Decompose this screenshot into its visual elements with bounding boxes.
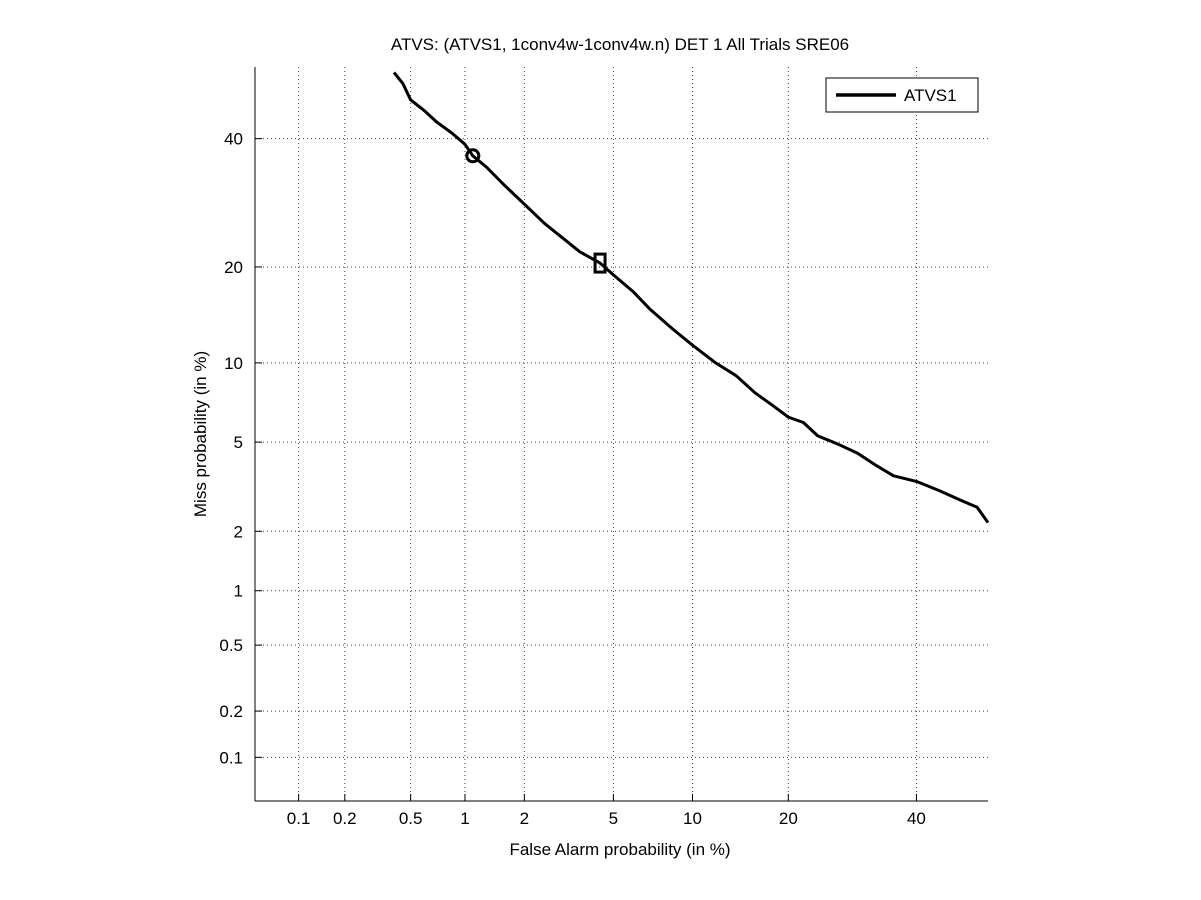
x-tick-label: 2 <box>520 809 529 828</box>
series-line-atvs1 <box>392 71 990 524</box>
x-axis-label: False Alarm probability (in %) <box>509 840 730 859</box>
x-tick-label: 40 <box>907 809 926 828</box>
legend: ATVS1 <box>825 77 979 113</box>
y-tick-label: 1 <box>234 582 243 601</box>
y-axis-label: Miss probability (in %) <box>191 351 210 517</box>
point-markers <box>465 148 607 274</box>
series-lines <box>392 71 990 524</box>
y-tick-label: 20 <box>224 258 243 277</box>
y-tick-label: 5 <box>234 433 243 452</box>
chart-title: ATVS: (ATVS1, 1conv4w-1conv4w.n) DET 1 A… <box>391 35 849 54</box>
y-tick-label: 0.2 <box>219 702 243 721</box>
x-tick-label: 0.1 <box>287 809 311 828</box>
x-tick-label: 0.5 <box>399 809 423 828</box>
y-tick-label: 0.5 <box>219 636 243 655</box>
x-tick-label: 0.2 <box>333 809 357 828</box>
y-tick-label: 0.1 <box>219 748 243 767</box>
y-tick-label: 40 <box>224 130 243 149</box>
square-marker <box>593 252 607 274</box>
axes <box>254 67 988 802</box>
y-tick-label: 10 <box>224 354 243 373</box>
x-tick-label: 10 <box>683 809 702 828</box>
x-tick-label: 5 <box>609 809 618 828</box>
x-tick-label: 20 <box>779 809 798 828</box>
tick-labels: 0.1 0.2 0.5 1 2 5 10 20 40 0.1 0.2 0.5 1 2 5 10 20 40 <box>219 130 926 828</box>
x-tick-label: 1 <box>460 809 469 828</box>
y-tick-label: 2 <box>234 522 243 541</box>
legend-label-atvs1: ATVS1 <box>904 86 957 105</box>
circle-marker <box>465 148 481 164</box>
